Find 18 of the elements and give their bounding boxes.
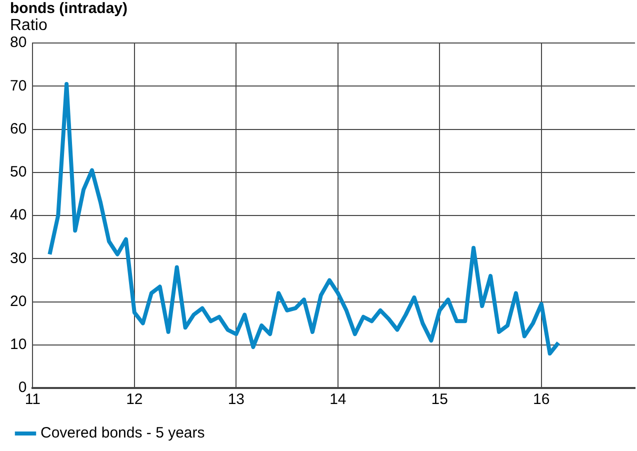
chart-title: bonds (intraday)	[10, 0, 128, 17]
y-tick-label: 70	[10, 77, 27, 94]
x-tick-label: 13	[228, 391, 245, 408]
y-tick-label: 40	[10, 206, 27, 224]
y-tick-label: 20	[10, 292, 27, 310]
y-tick-label: 80	[10, 34, 27, 52]
y-tick-label: 50	[10, 164, 27, 181]
legend-label: Covered bonds - 5 years	[40, 424, 205, 442]
y-axis-title: Ratio	[10, 17, 48, 35]
y-tick-label: 60	[10, 120, 27, 138]
x-tick-label: 12	[126, 391, 143, 408]
x-tick-label: 16	[533, 391, 550, 408]
y-tick-label: 10	[10, 336, 27, 354]
y-tick-label: 30	[10, 250, 27, 267]
y-tick-label: 0	[18, 379, 27, 396]
x-tick-label: 14	[330, 391, 346, 408]
x-tick-label: 11	[24, 391, 40, 408]
x-tick-label: 15	[431, 391, 448, 408]
